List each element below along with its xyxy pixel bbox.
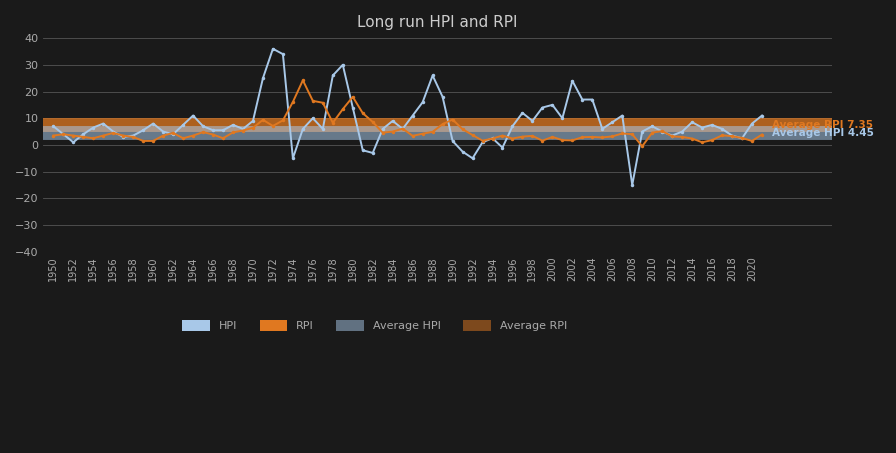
Text: Average RPI 7.35: Average RPI 7.35: [772, 120, 873, 130]
Legend: HPI, RPI, Average HPI, Average RPI: HPI, RPI, Average HPI, Average RPI: [177, 316, 572, 336]
Title: Long run HPI and RPI: Long run HPI and RPI: [358, 15, 518, 30]
Text: Average HPI 4.45: Average HPI 4.45: [772, 128, 874, 138]
